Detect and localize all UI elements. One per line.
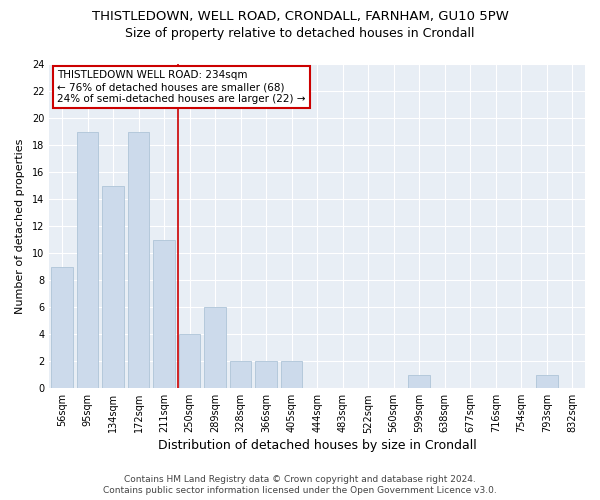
Bar <box>536 374 557 388</box>
Bar <box>204 307 226 388</box>
Text: Contains HM Land Registry data © Crown copyright and database right 2024.: Contains HM Land Registry data © Crown c… <box>124 475 476 484</box>
Bar <box>230 361 251 388</box>
Text: Contains public sector information licensed under the Open Government Licence v3: Contains public sector information licen… <box>103 486 497 495</box>
Bar <box>128 132 149 388</box>
Bar <box>102 186 124 388</box>
Bar <box>179 334 200 388</box>
Bar <box>153 240 175 388</box>
X-axis label: Distribution of detached houses by size in Crondall: Distribution of detached houses by size … <box>158 440 476 452</box>
Bar <box>51 266 73 388</box>
Bar <box>255 361 277 388</box>
Y-axis label: Number of detached properties: Number of detached properties <box>15 138 25 314</box>
Bar <box>77 132 98 388</box>
Bar <box>281 361 302 388</box>
Bar <box>409 374 430 388</box>
Text: Size of property relative to detached houses in Crondall: Size of property relative to detached ho… <box>125 28 475 40</box>
Text: THISTLEDOWN WELL ROAD: 234sqm
← 76% of detached houses are smaller (68)
24% of s: THISTLEDOWN WELL ROAD: 234sqm ← 76% of d… <box>58 70 306 104</box>
Text: THISTLEDOWN, WELL ROAD, CRONDALL, FARNHAM, GU10 5PW: THISTLEDOWN, WELL ROAD, CRONDALL, FARNHA… <box>92 10 508 23</box>
